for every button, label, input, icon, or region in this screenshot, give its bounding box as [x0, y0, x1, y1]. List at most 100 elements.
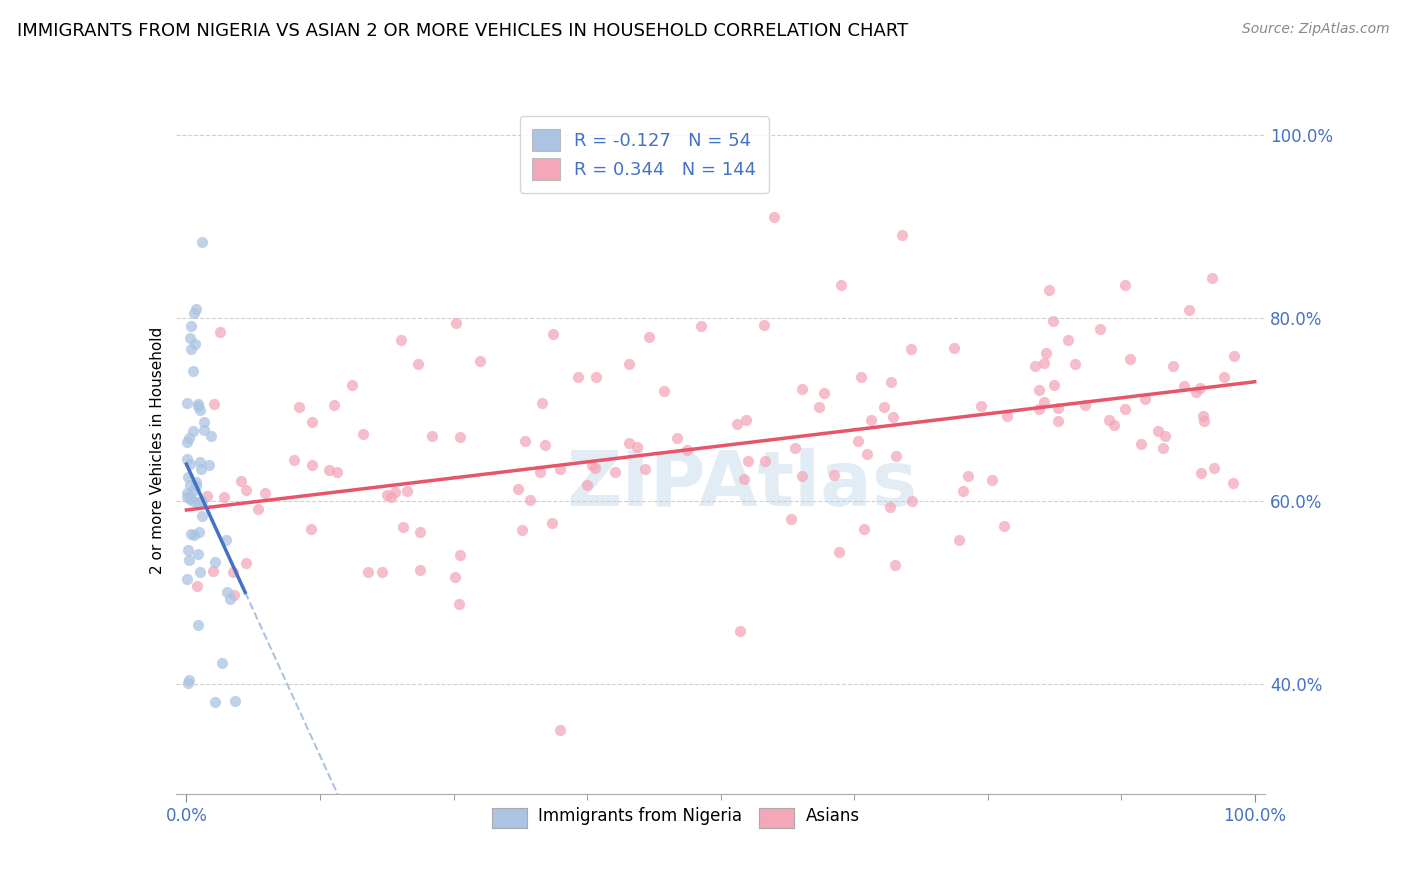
Point [177, 431, 200, 445]
Point [1202, 460, 1225, 475]
Point [179, 673, 201, 687]
Point [190, 493, 212, 508]
Point [180, 319, 202, 334]
Point [880, 375, 903, 389]
Point [371, 565, 394, 579]
Point [652, 384, 675, 398]
Point [1098, 413, 1121, 427]
Point [666, 431, 689, 445]
Point [204, 695, 226, 709]
Point [1042, 314, 1064, 328]
Point [231, 474, 253, 488]
Point [193, 423, 215, 437]
Point [1178, 302, 1201, 317]
Point [235, 556, 257, 570]
Point [299, 522, 322, 536]
Point [1035, 346, 1057, 360]
Point [882, 410, 904, 425]
Point [180, 527, 202, 541]
Point [187, 618, 209, 632]
Point [190, 461, 212, 475]
Point [952, 483, 974, 498]
Point [180, 342, 202, 356]
Point [1191, 409, 1213, 424]
Point [176, 486, 198, 500]
Point [288, 400, 311, 414]
Point [183, 337, 205, 351]
Point [179, 458, 201, 472]
Point [531, 396, 554, 410]
Point [852, 522, 875, 536]
Point [198, 458, 221, 472]
Point [575, 477, 598, 491]
Point [883, 558, 905, 572]
Point [179, 331, 201, 345]
Point [301, 415, 323, 429]
Point [808, 400, 831, 414]
Point [879, 500, 901, 514]
Point [981, 473, 1004, 487]
Point [1161, 359, 1184, 374]
Point [204, 556, 226, 570]
Point [301, 458, 323, 473]
Point [235, 483, 257, 498]
Point [188, 403, 211, 417]
Point [1102, 417, 1125, 432]
Point [581, 458, 603, 473]
Point [406, 357, 429, 371]
Point [181, 424, 204, 438]
Point [1114, 277, 1136, 292]
Point [353, 427, 375, 442]
Point [1063, 357, 1085, 371]
Point [191, 509, 214, 524]
Point [443, 570, 465, 584]
Point [823, 468, 845, 483]
Text: Immigrants from Nigeria: Immigrants from Nigeria [538, 807, 742, 825]
Point [215, 585, 238, 599]
Point [246, 502, 269, 516]
Point [409, 563, 432, 577]
Point [215, 533, 238, 548]
Point [548, 462, 571, 476]
Point [449, 548, 471, 562]
Point [222, 565, 245, 579]
Point [202, 397, 225, 411]
Point [1192, 414, 1215, 428]
Point [603, 465, 626, 479]
Point [375, 488, 398, 502]
Point [187, 396, 209, 410]
Text: ZIPAtlas: ZIPAtlas [567, 448, 918, 522]
Point [1152, 442, 1174, 456]
Point [780, 512, 803, 526]
Point [956, 469, 979, 483]
Text: Source: ZipAtlas.com: Source: ZipAtlas.com [1241, 22, 1389, 37]
Point [792, 468, 814, 483]
Point [326, 466, 349, 480]
Point [1201, 271, 1223, 285]
Point [176, 451, 198, 466]
Point [1028, 383, 1050, 397]
Point [176, 572, 198, 586]
Point [179, 490, 201, 504]
Point [1222, 475, 1244, 490]
Point [184, 479, 207, 493]
Point [1185, 385, 1208, 400]
Point [690, 319, 713, 334]
Point [176, 435, 198, 450]
Point [283, 453, 305, 467]
Point [391, 520, 413, 534]
Point [1129, 437, 1152, 451]
Point [900, 343, 922, 357]
Point [177, 675, 200, 690]
Point [193, 415, 215, 429]
Point [342, 377, 364, 392]
Point [901, 494, 924, 508]
Point [422, 429, 444, 443]
Point [585, 370, 607, 384]
Point [813, 385, 835, 400]
Point [872, 401, 894, 415]
Point [1189, 467, 1212, 481]
Text: Asians: Asians [806, 807, 859, 825]
Point [737, 454, 759, 468]
Point [212, 490, 235, 504]
